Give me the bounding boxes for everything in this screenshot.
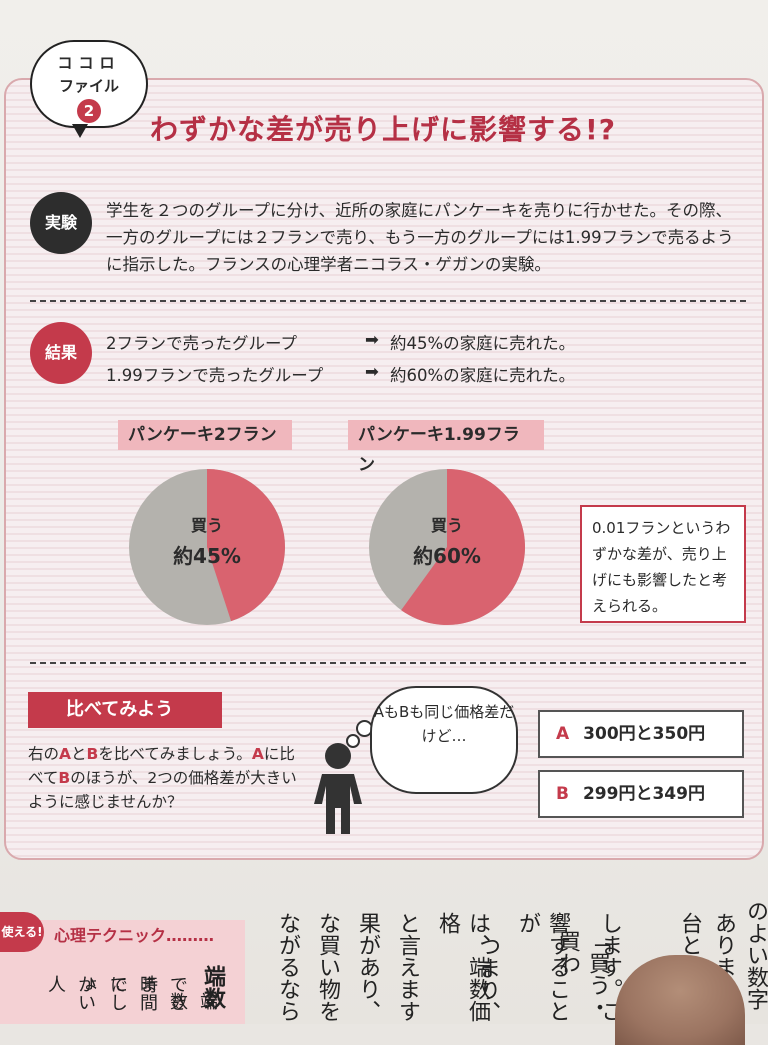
- result-group-1: 2フランで売ったグループ: [106, 334, 298, 353]
- page-title: わずかな差が売り上げに影響する!?: [150, 113, 617, 146]
- article-column: つまり、: [475, 935, 500, 1023]
- technique-heading: 心理テクニック………: [54, 926, 215, 945]
- article-column: と言えます: [395, 912, 420, 1022]
- usable-badge: 使える!: [0, 912, 44, 952]
- article-column: な買い物を: [315, 912, 340, 1022]
- bubble-line2: ファイル: [58, 77, 119, 95]
- result-tag: 結果: [30, 322, 92, 384]
- thought-dot: [346, 734, 360, 748]
- compare-text-part: と: [71, 745, 87, 763]
- compare-text: 右のAとBを比べてみましょう。Aに比べてBのほうが、2つの価格差が大きいように感…: [28, 742, 308, 814]
- option-b-text: 299円と349円: [582, 784, 705, 804]
- divider: [30, 662, 746, 664]
- pie2-center-label: 買う: [430, 516, 463, 535]
- option-a: A 300円と350円: [538, 710, 744, 758]
- option-a-text: 300円と350円: [583, 724, 706, 744]
- pie2-buy-slice: [401, 469, 526, 625]
- article-column: ながるなら: [275, 912, 300, 1022]
- pie1-center-value: 約45%: [173, 544, 241, 568]
- option-b-key: B: [556, 784, 569, 804]
- bubble-line1: ココロ: [57, 54, 121, 72]
- compare-key-b: B: [58, 769, 71, 787]
- compare-text-part: に比べて: [28, 745, 295, 787]
- experiment-text: 学生を２つのグループに分け、近所の家庭にパンケーキを売りに行かせた。その際、一方…: [106, 201, 734, 274]
- pie-chart-2: [369, 469, 526, 625]
- pie1-title: パンケーキ2フラン: [118, 420, 292, 450]
- pie-chart-1: [129, 469, 285, 625]
- divider: [30, 300, 746, 302]
- tech-column: できま: [137, 975, 188, 1011]
- article-column: 響することが: [515, 912, 570, 1022]
- pie1-center: 買う 約45%: [147, 512, 267, 569]
- result-group-2: 1.99フランで売ったグループ: [106, 366, 324, 385]
- pie2-title: パンケーキ1.99フラン: [348, 420, 544, 475]
- file-number-badge: 2: [77, 99, 101, 123]
- tech-column: 端数: [167, 992, 218, 1010]
- pie2-center: 買う 約60%: [387, 512, 507, 569]
- compare-key-a: A: [251, 745, 264, 763]
- arrow-icon: ➡: [365, 362, 379, 381]
- compare-text-part: のほうが、2つの価格差が大きいように感じませんか？: [28, 769, 297, 811]
- compare-key-a: A: [59, 745, 72, 763]
- result-outcome-2: 約60%の家庭に売れた。: [390, 366, 576, 385]
- kokoro-file-bubble: ココロ ファイル 2: [30, 40, 148, 128]
- note-box: 0.01フランというわずかな差が、売り上げにも影響したと考えられる。: [580, 505, 746, 623]
- article-column: のよい数字: [743, 900, 768, 1010]
- tech-column: かい人: [45, 975, 96, 1011]
- option-a-key: A: [556, 724, 570, 744]
- article-column: 「買う・買わ: [555, 930, 610, 1018]
- thought-bubble: AもBも同じ価格差だけど…: [370, 686, 518, 794]
- article-column: は、端数価格: [435, 912, 490, 1022]
- result-outcome-1: 約45%の家庭に売れた。: [390, 334, 576, 353]
- compare-key-b: B: [86, 745, 99, 763]
- tech-column: 端数: [200, 965, 226, 1009]
- pie1-buy-slice: [207, 469, 285, 622]
- person-icon: [314, 743, 362, 834]
- experiment-tag: 実験: [30, 192, 92, 254]
- tech-column: でしょ: [77, 975, 128, 1011]
- arrow-icon: ➡: [365, 330, 379, 349]
- compare-text-part: を比べてみましょう。: [98, 745, 252, 763]
- compare-text-part: 右の: [28, 745, 60, 763]
- bubble-tail-icon: [72, 124, 88, 138]
- option-b: B 299円と349円: [538, 770, 744, 818]
- pie1-center-label: 買う: [190, 516, 223, 535]
- article-column: 果があり、: [355, 912, 380, 1022]
- pie2-center-value: 約60%: [413, 544, 481, 568]
- compare-heading: 比べてみよう: [28, 692, 222, 728]
- tech-column: 時間に: [107, 975, 158, 1011]
